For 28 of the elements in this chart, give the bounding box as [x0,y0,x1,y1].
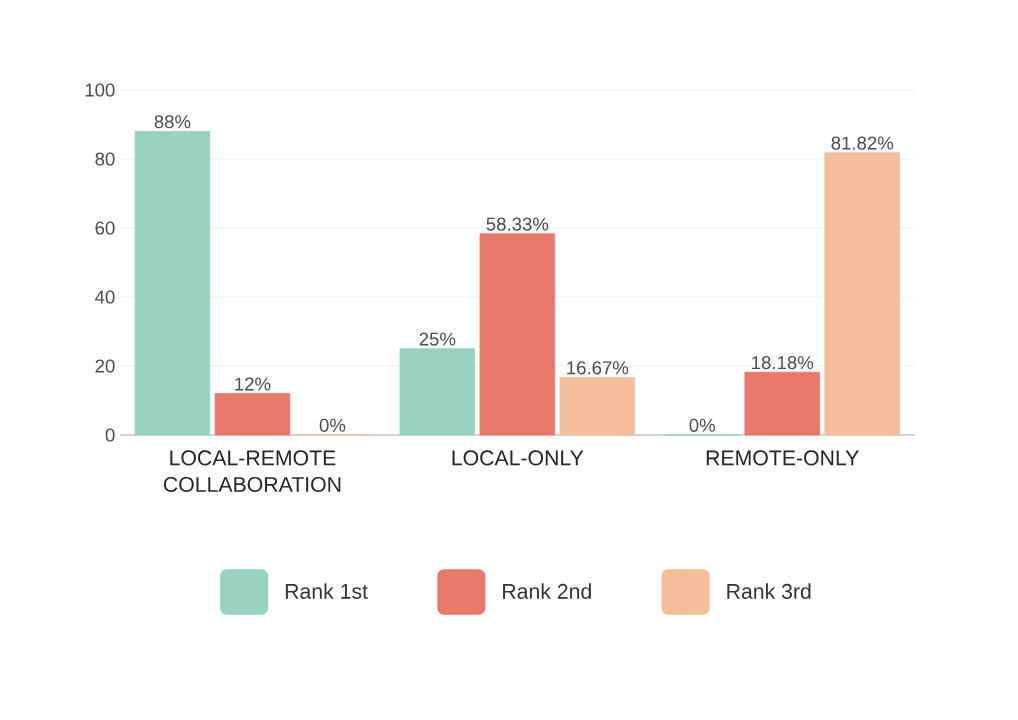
data-label: 18.18% [752,356,814,370]
x-tick-label: REMOTE-ONLY [706,450,859,466]
data-label: 0% [689,418,715,432]
y-tick-label: 0 [105,428,115,442]
bar [824,152,900,436]
legend-label: Rank 3rd [727,583,811,599]
x-tick-label: LOCAL-ONLY [452,450,584,466]
x-tick-label: LOCAL-REMOTE COLLABORATION [163,450,341,492]
data-label: 0% [319,418,346,432]
y-tick-label: 60 [95,221,115,235]
bar [559,377,636,436]
data-label: 58.33% [486,217,549,231]
y-tick-label: 40 [95,290,115,304]
data-label: 81.82% [831,136,894,150]
y-tick-label: 20 [95,359,115,373]
bar [214,393,291,436]
data-label: 16.67% [567,361,629,375]
data-label: 12% [235,377,271,391]
data-label: 25% [419,332,456,346]
legend-label: Rank 2nd [503,583,591,599]
bar [744,371,820,436]
bar [479,233,556,436]
bar [134,131,211,436]
data-label: 88% [154,115,191,129]
y-tick-label: 100 [85,83,115,97]
bar [399,348,476,436]
legend-label: Rank 1st [285,583,368,599]
y-tick-label: 80 [95,152,115,166]
